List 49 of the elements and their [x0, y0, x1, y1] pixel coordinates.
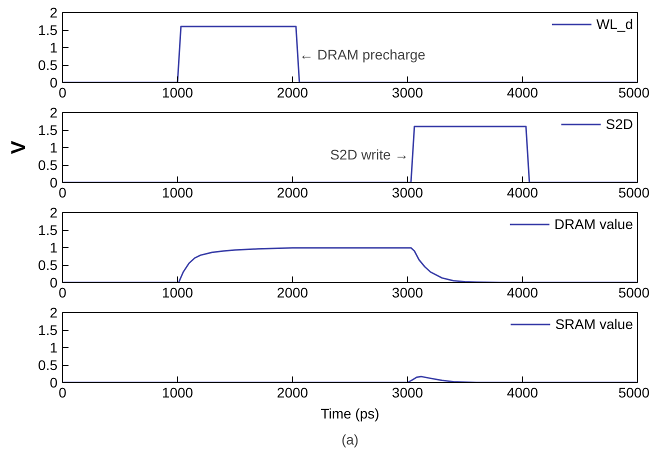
x-tick-label: 3000 [392, 184, 424, 200]
x-axis-title: Time (ps) [320, 406, 380, 422]
y-tick-label: 0.5 [38, 257, 58, 273]
x-tick-label: 4000 [506, 84, 538, 100]
y-tick-label: 2 [50, 104, 58, 120]
x-tick-label: 3000 [392, 284, 424, 300]
x-tick-label: 1000 [162, 84, 194, 100]
y-tick-label: 0 [50, 374, 58, 390]
x-tick-label: 2000 [276, 384, 308, 400]
x-tick-label: 4000 [506, 184, 538, 200]
text: (a) [341, 432, 359, 448]
x-tick-label: 2000 [276, 84, 308, 100]
y-tick-label: 1.5 [38, 322, 58, 338]
y-tick-label: 1.5 [38, 122, 58, 138]
y-tick-label: 2 [50, 4, 58, 20]
y-tick-label: 1.5 [38, 222, 58, 238]
x-tick-label: 2000 [276, 184, 308, 200]
x-tick-label: 1000 [162, 184, 194, 200]
y-tick-label: 2 [50, 204, 58, 220]
y-tick-label: 0 [50, 274, 58, 290]
y-tick-label: 1 [50, 40, 58, 56]
legend-label: S2D [606, 116, 633, 132]
x-tick-label: 3000 [392, 84, 424, 100]
x-tick-label: 1000 [162, 384, 194, 400]
x-tick-label: 5000 [618, 84, 650, 100]
y-tick-label: 1.5 [38, 22, 58, 38]
x-tick-label: 4000 [506, 284, 538, 300]
y-tick-label: 0 [50, 74, 58, 90]
y-tick-label: 1 [50, 240, 58, 256]
annotation: ← DRAM precharge [299, 46, 426, 62]
y-tick-label: 2 [50, 304, 58, 320]
x-tick-label: 3000 [392, 384, 424, 400]
y-tick-label: 1 [50, 140, 58, 156]
annotation: S2D write → [330, 146, 409, 162]
legend-label: WL_d [596, 16, 633, 32]
legend-label: SRAM value [555, 316, 633, 332]
x-tick-label: 2000 [276, 284, 308, 300]
y-tick-label: 0.5 [38, 357, 58, 373]
x-tick-label: 5000 [618, 384, 650, 400]
x-tick-label: 1000 [162, 284, 194, 300]
y-tick-label: 0 [50, 174, 58, 190]
y-tick-label: 1 [50, 340, 58, 356]
x-tick-label: 4000 [506, 384, 538, 400]
y-tick-label: 0.5 [38, 57, 58, 73]
x-tick-label: 5000 [618, 184, 650, 200]
x-tick-label: 5000 [618, 284, 650, 300]
y-tick-label: 0.5 [38, 157, 58, 173]
legend-label: DRAM value [554, 216, 633, 232]
y-axis-title: V [8, 140, 30, 154]
